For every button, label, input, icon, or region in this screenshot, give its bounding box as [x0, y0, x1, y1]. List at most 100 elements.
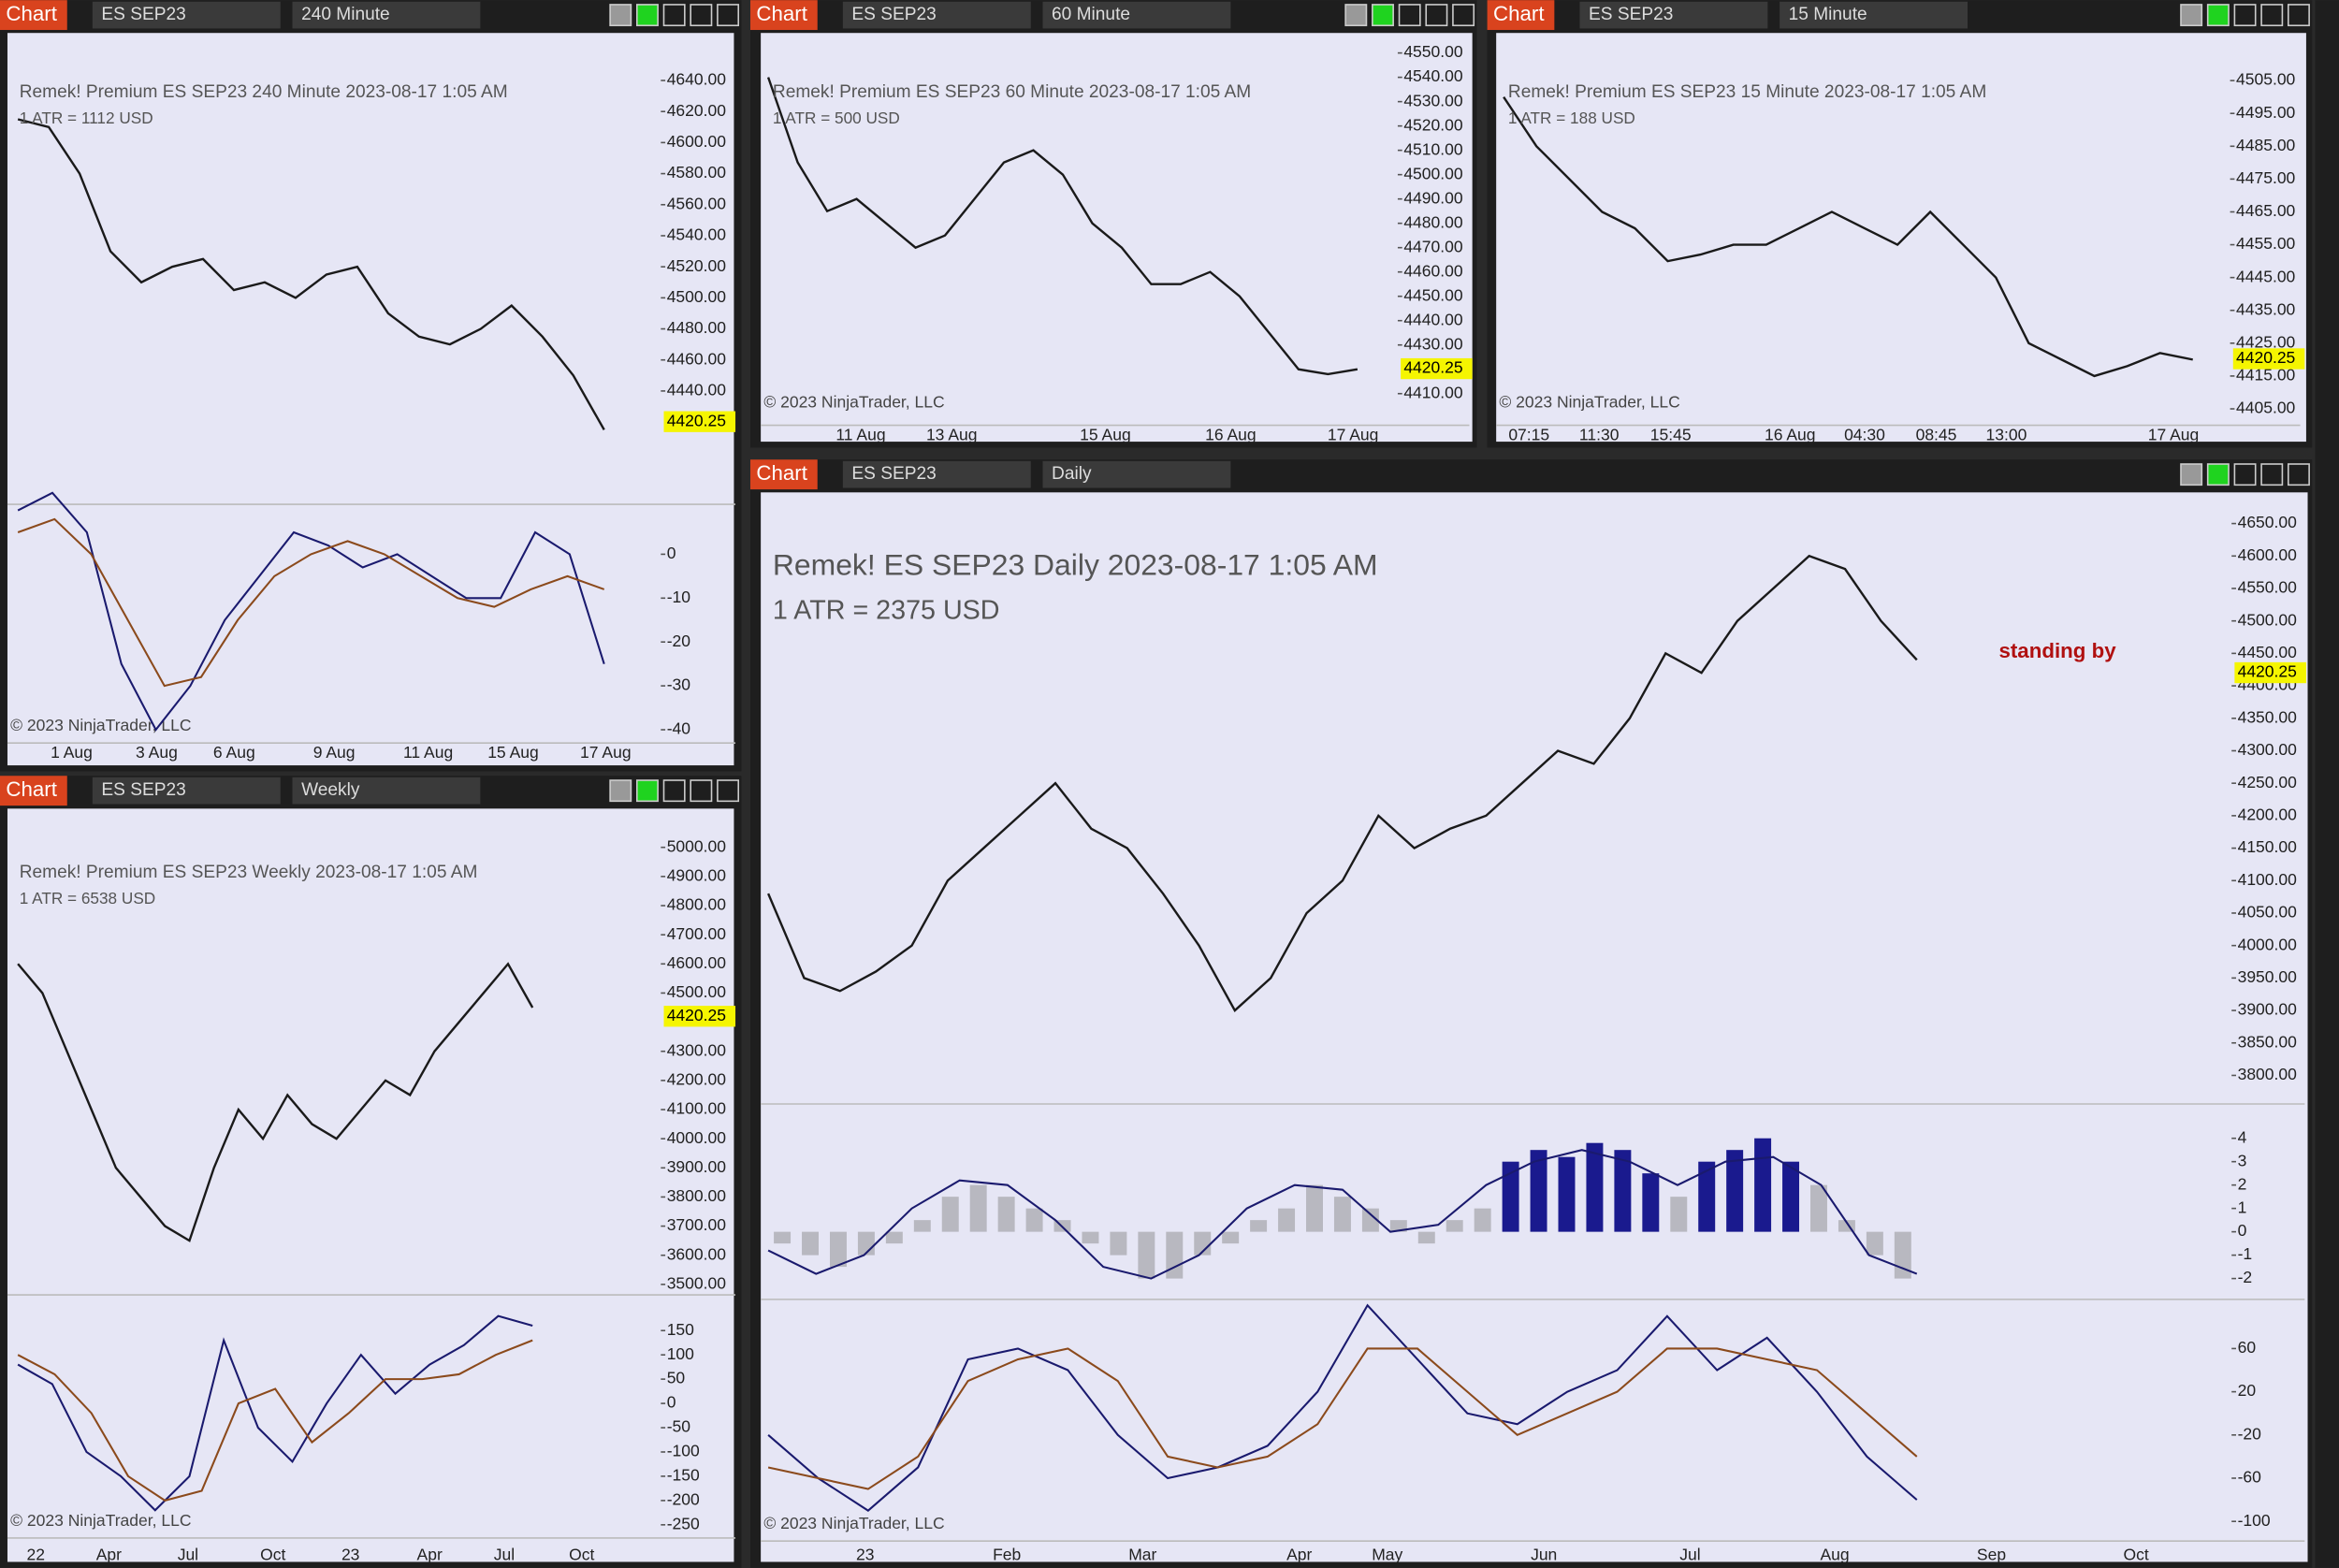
interval-dropdown[interactable] [1042, 460, 1231, 488]
window-button[interactable] [636, 779, 659, 803]
x-tick-label: Aug [1821, 1546, 1850, 1564]
y-tick-label: 3800.00 [667, 1186, 727, 1205]
x-tick-label: 08:45 [1916, 425, 1957, 443]
window-button[interactable] [2233, 463, 2257, 486]
x-tick-label: 15:45 [1650, 425, 1692, 443]
y-tick-label: 4550.00 [2238, 578, 2298, 597]
x-tick-label: 13 Aug [926, 425, 978, 443]
y-tick-label: 4435.00 [2236, 299, 2296, 318]
histogram-bar [1389, 1220, 1407, 1232]
instrument: ES SEP23 [101, 780, 185, 800]
window-button[interactable] [2180, 463, 2203, 486]
price-line [17, 962, 534, 1242]
chart-tab[interactable] [749, 0, 818, 31]
window-button[interactable] [609, 4, 632, 27]
y-tick-label: 4520.00 [1403, 115, 1463, 134]
window-button[interactable] [690, 779, 713, 803]
histogram-bar [1250, 1220, 1268, 1232]
y-tick-label: 3950.00 [2238, 967, 2298, 986]
last-price: 4420.25 [2236, 348, 2295, 367]
histogram-bar [1558, 1156, 1576, 1232]
window-button[interactable] [2287, 463, 2310, 486]
chart-tab[interactable] [0, 776, 67, 806]
window-button[interactable] [2233, 4, 2257, 27]
window-button[interactable] [2206, 4, 2230, 27]
plot-area [1496, 33, 2306, 443]
y-tick-label: 3700.00 [667, 1215, 727, 1234]
interval-dropdown[interactable] [1780, 1, 1968, 29]
window-button[interactable] [2287, 4, 2310, 27]
price-line [17, 491, 605, 732]
window-button[interactable] [2260, 4, 2284, 27]
y-tick-label: -40 [667, 719, 691, 738]
y-tick-label: 4530.00 [1403, 91, 1463, 109]
y-tick-label: 0 [667, 1393, 676, 1412]
y-tick-label: 4425.00 [2236, 332, 2296, 351]
interval-dropdown[interactable] [1042, 1, 1231, 29]
window-button[interactable] [2260, 463, 2284, 486]
histogram-bar [1586, 1142, 1604, 1232]
instrument-dropdown[interactable] [842, 460, 1031, 488]
window-button[interactable] [717, 779, 740, 803]
chart-title: Remek! Premium ES SEP23 60 Minute 2023-0… [773, 82, 1251, 102]
last-price-box [2232, 348, 2305, 370]
instrument-dropdown[interactable] [842, 1, 1031, 29]
instrument-dropdown[interactable] [92, 1, 281, 29]
instrument-dropdown[interactable] [1579, 1, 1768, 29]
y-tick-label: -100 [2238, 1511, 2271, 1530]
interval-dropdown[interactable] [292, 1, 481, 29]
window-button[interactable] [2180, 4, 2203, 27]
window-button[interactable] [1425, 4, 1448, 27]
copyright: © 2023 NinjaTrader, LLC [763, 1514, 944, 1532]
chart-tab[interactable] [749, 459, 818, 490]
window-button[interactable] [636, 4, 659, 27]
x-tick-label: 15 Aug [487, 743, 539, 762]
price-line [17, 1339, 533, 1503]
instrument: ES SEP23 [851, 5, 936, 24]
histogram-bar [1670, 1197, 1688, 1232]
window-button[interactable] [717, 4, 740, 27]
y-tick-label: 0 [2238, 1221, 2247, 1240]
window-button[interactable] [662, 4, 686, 27]
window-button[interactable] [690, 4, 713, 27]
y-tick-label: 4600.00 [667, 132, 727, 151]
price-line [766, 77, 1358, 376]
interval: Weekly [301, 780, 360, 800]
interval-dropdown[interactable] [292, 777, 481, 805]
x-tick-label: Jul [1679, 1546, 1700, 1564]
window-button[interactable] [662, 779, 686, 803]
chart-label: Chart [6, 2, 57, 25]
histogram-bar [1110, 1231, 1127, 1256]
window-button[interactable] [1398, 4, 1421, 27]
chart-tab[interactable] [1487, 0, 1555, 31]
instrument-dropdown[interactable] [92, 777, 281, 805]
window-button[interactable] [1344, 4, 1368, 27]
x-tick-label: 13:00 [1986, 425, 2027, 443]
interval: 60 Minute [1052, 5, 1130, 24]
price-line [17, 1314, 533, 1512]
copyright: © 2023 NinjaTrader, LLC [1499, 392, 1679, 411]
window-button[interactable] [1452, 4, 1475, 27]
histogram-bar [1726, 1150, 1744, 1232]
last-price: 4420.25 [2238, 662, 2297, 681]
y-tick-label: 0 [667, 544, 676, 562]
chart-label: Chart [756, 2, 807, 25]
window-button[interactable] [609, 779, 632, 803]
y-tick-label: 4540.00 [1403, 66, 1463, 85]
chart-tab[interactable] [0, 0, 67, 31]
y-tick-label: 4300.00 [667, 1040, 727, 1059]
window-button[interactable] [2206, 463, 2230, 486]
instrument: ES SEP23 [101, 5, 185, 24]
histogram-bar [1194, 1231, 1212, 1256]
histogram-bar [997, 1197, 1015, 1232]
histogram-bar [1306, 1184, 1323, 1232]
y-tick-label: 4460.00 [1403, 261, 1463, 280]
y-tick-label: -30 [667, 675, 691, 694]
y-tick-label: 4465.00 [2236, 201, 2296, 220]
window-button[interactable] [1372, 4, 1394, 27]
last-price: 4420.25 [667, 1006, 726, 1024]
status: standing by [1998, 639, 2116, 662]
y-tick-label: 4460.00 [667, 349, 727, 368]
